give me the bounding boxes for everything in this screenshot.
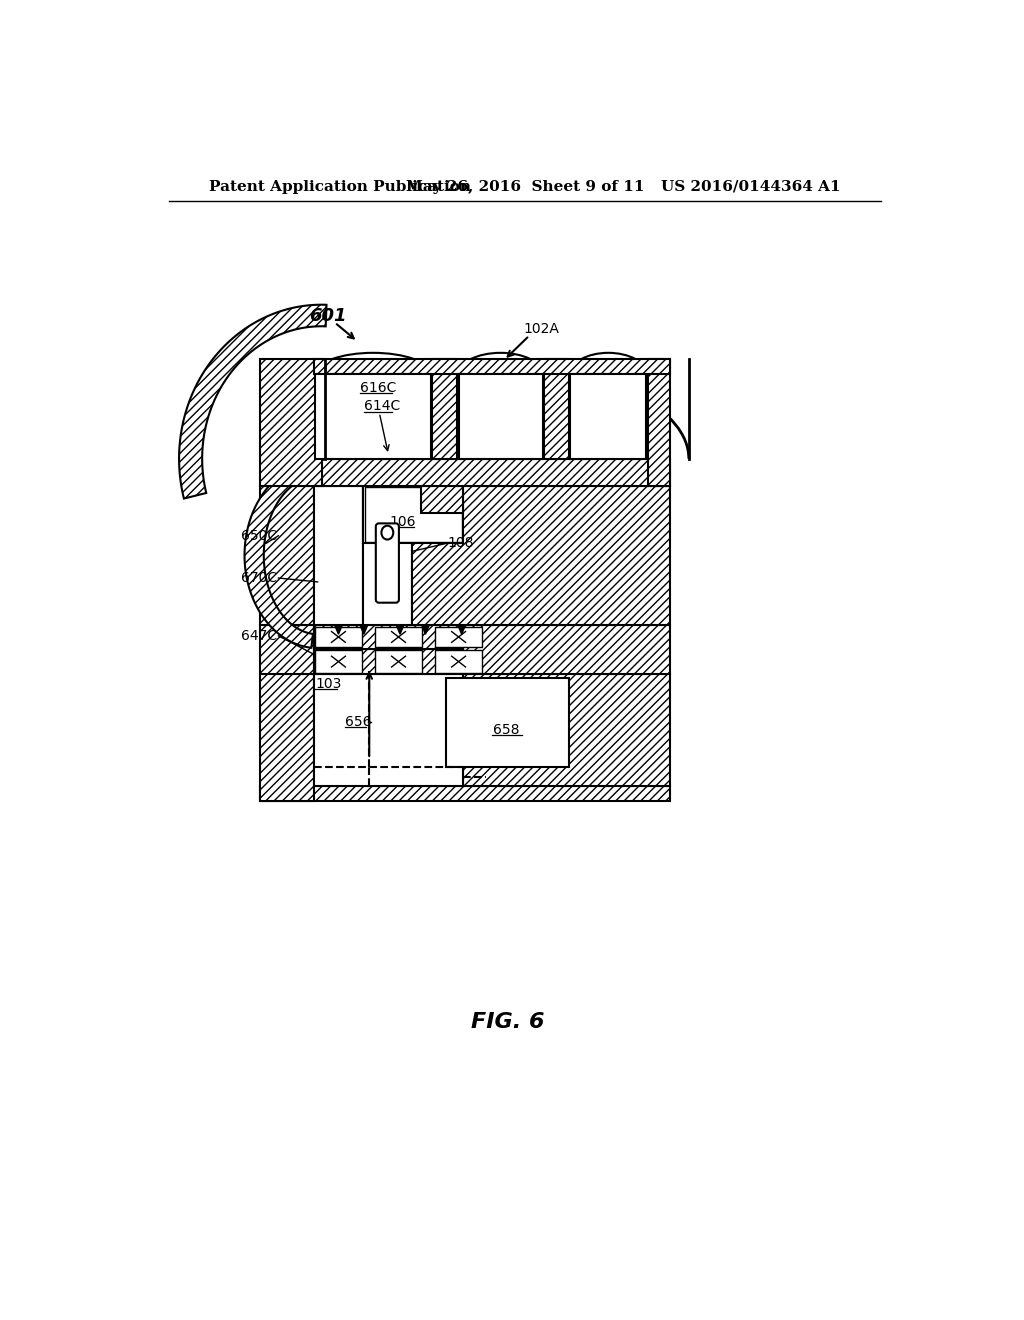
Polygon shape xyxy=(422,626,429,635)
FancyBboxPatch shape xyxy=(376,524,399,603)
Bar xyxy=(260,486,313,626)
Bar xyxy=(412,486,670,626)
Bar xyxy=(313,649,463,675)
Bar xyxy=(313,486,364,626)
Text: 106: 106 xyxy=(389,515,416,529)
Text: 616C: 616C xyxy=(360,381,396,395)
Bar xyxy=(313,675,463,785)
Bar xyxy=(260,359,322,486)
Polygon shape xyxy=(245,463,313,648)
Text: 650C: 650C xyxy=(241,529,276,543)
Bar xyxy=(315,651,361,673)
Text: 102A: 102A xyxy=(523,322,559,337)
Text: Patent Application Publication: Patent Application Publication xyxy=(209,180,471,194)
Polygon shape xyxy=(396,626,403,635)
Bar xyxy=(364,486,412,626)
Bar xyxy=(544,359,568,459)
Bar xyxy=(313,359,670,374)
Bar xyxy=(463,626,670,675)
Bar xyxy=(376,651,422,673)
Bar xyxy=(376,627,422,647)
Bar xyxy=(459,374,543,459)
Bar xyxy=(364,486,463,544)
Text: 656: 656 xyxy=(345,715,371,729)
Text: US 2016/0144364 A1: US 2016/0144364 A1 xyxy=(660,180,841,194)
Text: May 26, 2016  Sheet 9 of 11: May 26, 2016 Sheet 9 of 11 xyxy=(406,180,644,194)
Text: 601: 601 xyxy=(309,308,347,325)
Text: 614C: 614C xyxy=(364,400,400,413)
Bar xyxy=(313,459,670,486)
Bar xyxy=(315,374,431,459)
Text: FIG. 6: FIG. 6 xyxy=(471,1012,545,1032)
Polygon shape xyxy=(458,626,466,635)
Bar xyxy=(463,675,670,785)
Bar xyxy=(435,627,481,647)
Bar xyxy=(570,374,646,459)
Bar xyxy=(315,627,361,647)
Bar xyxy=(260,626,313,675)
Text: 647C: 647C xyxy=(241,628,276,643)
Bar xyxy=(435,651,481,673)
Bar xyxy=(313,626,463,649)
Polygon shape xyxy=(179,305,327,499)
Polygon shape xyxy=(335,626,342,635)
Bar xyxy=(648,359,670,486)
Bar xyxy=(365,487,462,543)
Bar xyxy=(421,486,463,512)
Ellipse shape xyxy=(381,525,393,540)
Text: 670C: 670C xyxy=(241,572,276,585)
Text: 103: 103 xyxy=(315,677,342,690)
Text: 658: 658 xyxy=(494,723,519,737)
Bar xyxy=(446,678,569,767)
Bar xyxy=(260,785,670,801)
Bar xyxy=(260,675,313,801)
Text: 108: 108 xyxy=(447,536,474,550)
Bar xyxy=(432,359,457,459)
Polygon shape xyxy=(360,626,368,635)
